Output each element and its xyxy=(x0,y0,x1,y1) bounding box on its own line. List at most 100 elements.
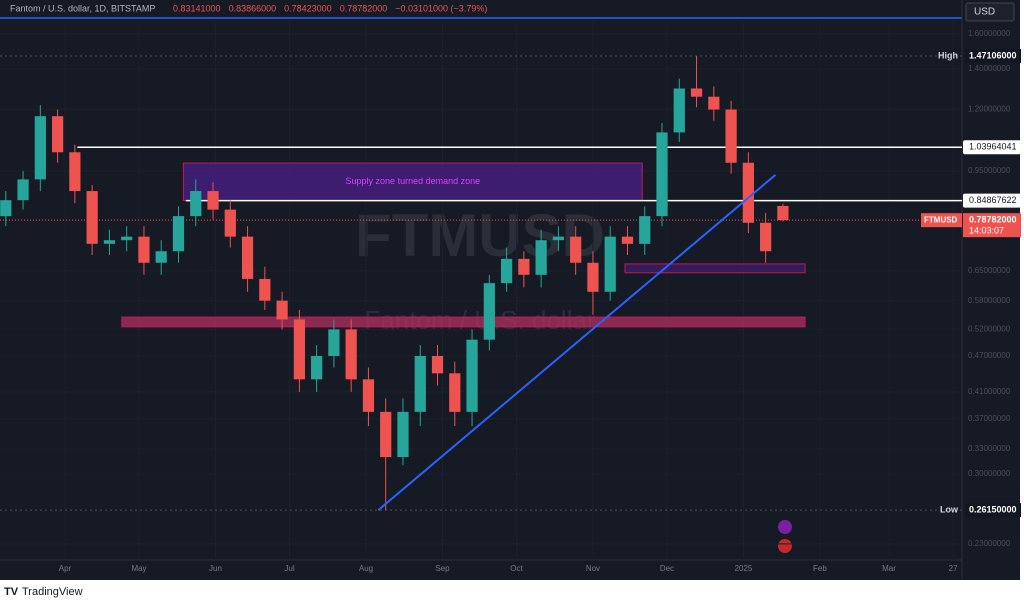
x-tick-label: Aug xyxy=(359,564,373,573)
last-price-label: 0.78782000 xyxy=(969,215,1017,225)
candle-body xyxy=(328,329,340,356)
y-tick-label: 0.33000000 xyxy=(968,444,1011,453)
candle-body xyxy=(34,116,46,180)
candle-body xyxy=(224,209,236,237)
symbol-tag-label: FTMUSD xyxy=(924,215,958,224)
level-tag xyxy=(963,140,1021,155)
price-tag-label: 1.47106000 xyxy=(969,50,1017,60)
candle-body xyxy=(621,236,634,244)
candle-body xyxy=(293,319,305,380)
candle-body xyxy=(587,262,599,292)
candle-body xyxy=(121,236,133,241)
candle-body xyxy=(103,240,116,244)
candle-body xyxy=(673,88,685,133)
y-tick-label: 1.60000000 xyxy=(968,29,1011,38)
currency-button[interactable] xyxy=(965,2,1015,22)
candle-body xyxy=(397,411,409,458)
trend-line xyxy=(377,174,777,511)
candle-body xyxy=(362,379,375,412)
y-tick-label: 0.52000000 xyxy=(968,325,1011,334)
currency[interactable]: USD xyxy=(974,7,995,18)
level-tag-label: 0.84867622 xyxy=(969,195,1017,205)
candle-body xyxy=(190,191,202,217)
ohlc-value: −0.03101000 (−3.79%) xyxy=(395,3,487,13)
candle-body xyxy=(760,222,772,252)
candle-body xyxy=(155,251,167,263)
candle-body xyxy=(69,152,81,192)
y-tick-label: 1.40000000 xyxy=(968,64,1011,73)
zone-label: Supply zone turned demand zone xyxy=(346,176,481,186)
x-tick-label: Sep xyxy=(435,564,450,573)
candle-body xyxy=(17,179,29,201)
candle-body xyxy=(86,191,98,244)
candle-body xyxy=(241,236,254,279)
y-tick-label: 0.41000000 xyxy=(968,387,1011,396)
y-tick-label: 0.65000000 xyxy=(968,266,1011,275)
candle-body xyxy=(207,191,219,210)
extreme-name: Low xyxy=(940,504,959,514)
x-tick-label: Apr xyxy=(59,564,72,573)
x-tick-label: 2025 xyxy=(735,564,753,573)
candle-body xyxy=(570,236,582,263)
logo[interactable]: TV xyxy=(4,586,19,598)
x-tick-label: Nov xyxy=(586,564,600,573)
y-tick-label: 0.58000000 xyxy=(968,296,1011,305)
candle-body xyxy=(311,355,323,380)
candle-body xyxy=(552,236,565,241)
x-tick-label: Jul xyxy=(284,564,294,573)
candle-body xyxy=(414,355,426,412)
candle-body xyxy=(276,300,288,320)
candle-body xyxy=(639,216,651,244)
candle-body xyxy=(466,339,478,412)
candle-body xyxy=(380,411,392,458)
candle-body xyxy=(449,373,461,412)
x-tick-label: May xyxy=(131,564,146,573)
candle-body xyxy=(345,329,357,380)
x-tick-label: Dec xyxy=(660,564,674,573)
ohlc-value: 0.78782000 xyxy=(340,3,388,13)
candle-body xyxy=(431,355,444,374)
y-tick-label: 0.47000000 xyxy=(968,351,1011,360)
y-tick-label: 0.30000000 xyxy=(968,469,1011,478)
candle-body xyxy=(259,278,271,301)
y-tick-label: 0.37000000 xyxy=(968,414,1011,423)
event-icon[interactable] xyxy=(778,539,792,553)
candle-body xyxy=(0,200,12,217)
candle-body xyxy=(777,206,789,221)
y-tick-label: 1.20000000 xyxy=(968,105,1011,114)
candle-body xyxy=(656,132,668,217)
countdown: 14:03:07 xyxy=(969,226,1004,236)
zone xyxy=(182,162,643,202)
extreme-name: High xyxy=(938,50,958,60)
level-tag xyxy=(963,193,1021,208)
chart-title: Fantom / U.S. dollar, 1D, BITSTAMP xyxy=(10,3,155,13)
x-tick-label: 27 xyxy=(949,564,958,573)
x-tick-label: Feb xyxy=(813,564,827,573)
ohlc-value: 0.83141000 xyxy=(173,3,221,13)
y-tick-label: 0.95000000 xyxy=(968,166,1011,175)
x-tick-label: Jun xyxy=(209,564,222,573)
price-tag-label: 0.26150000 xyxy=(969,504,1017,514)
ohlc-value: 0.83866000 xyxy=(229,3,277,13)
watermark: FTMUSD xyxy=(355,202,605,269)
candle-body xyxy=(535,240,547,275)
candle-body xyxy=(483,283,495,340)
ohlc-value: 0.78423000 xyxy=(284,3,332,13)
footer-brand[interactable]: TradingView xyxy=(22,586,83,598)
price-tag xyxy=(965,503,1021,518)
symbol-tag xyxy=(921,213,962,228)
candle-body xyxy=(604,236,616,292)
zone xyxy=(121,316,806,328)
zone xyxy=(624,263,806,274)
candle-body xyxy=(138,236,150,263)
candle-body xyxy=(172,216,185,252)
chart-bg xyxy=(0,0,1020,580)
candle-body xyxy=(518,258,530,275)
candle-body xyxy=(500,258,513,284)
candle-body xyxy=(725,109,737,163)
x-tick-label: Mar xyxy=(882,564,896,573)
event-icon[interactable] xyxy=(778,520,792,534)
candle-body xyxy=(742,162,754,223)
